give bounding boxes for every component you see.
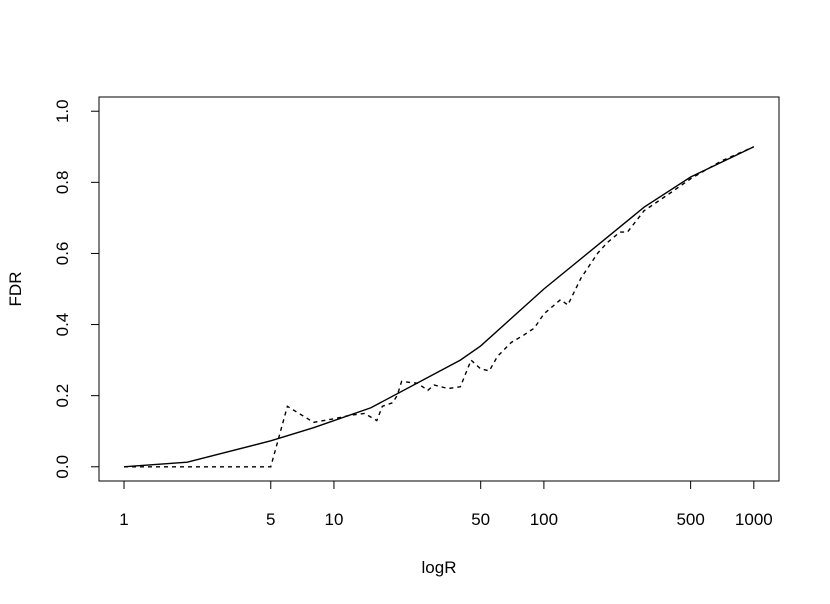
- plot-frame: [98, 96, 780, 482]
- y-axis-label: FDR: [6, 272, 25, 307]
- y-tick-label: 0.2: [53, 384, 72, 408]
- y-tick-label: 1.0: [53, 99, 72, 123]
- line: [123, 146, 755, 468]
- x-tick-label: 50: [471, 510, 490, 529]
- x-tick-label: 100: [530, 510, 558, 529]
- y-tick-label: 0.0: [53, 455, 72, 479]
- x-tick-label: 5: [266, 510, 275, 529]
- y-tick-label: 0.8: [53, 171, 72, 195]
- x-axis-label: logR: [422, 558, 457, 577]
- x-tick-label: 1: [119, 510, 128, 529]
- x-tick-label: 10: [324, 510, 343, 529]
- line: [124, 146, 755, 468]
- x-tick-label: 1000: [735, 510, 773, 529]
- x-tick-label: 500: [676, 510, 704, 529]
- y-tick-label: 0.4: [53, 313, 72, 337]
- y-tick-label: 0.6: [53, 242, 72, 266]
